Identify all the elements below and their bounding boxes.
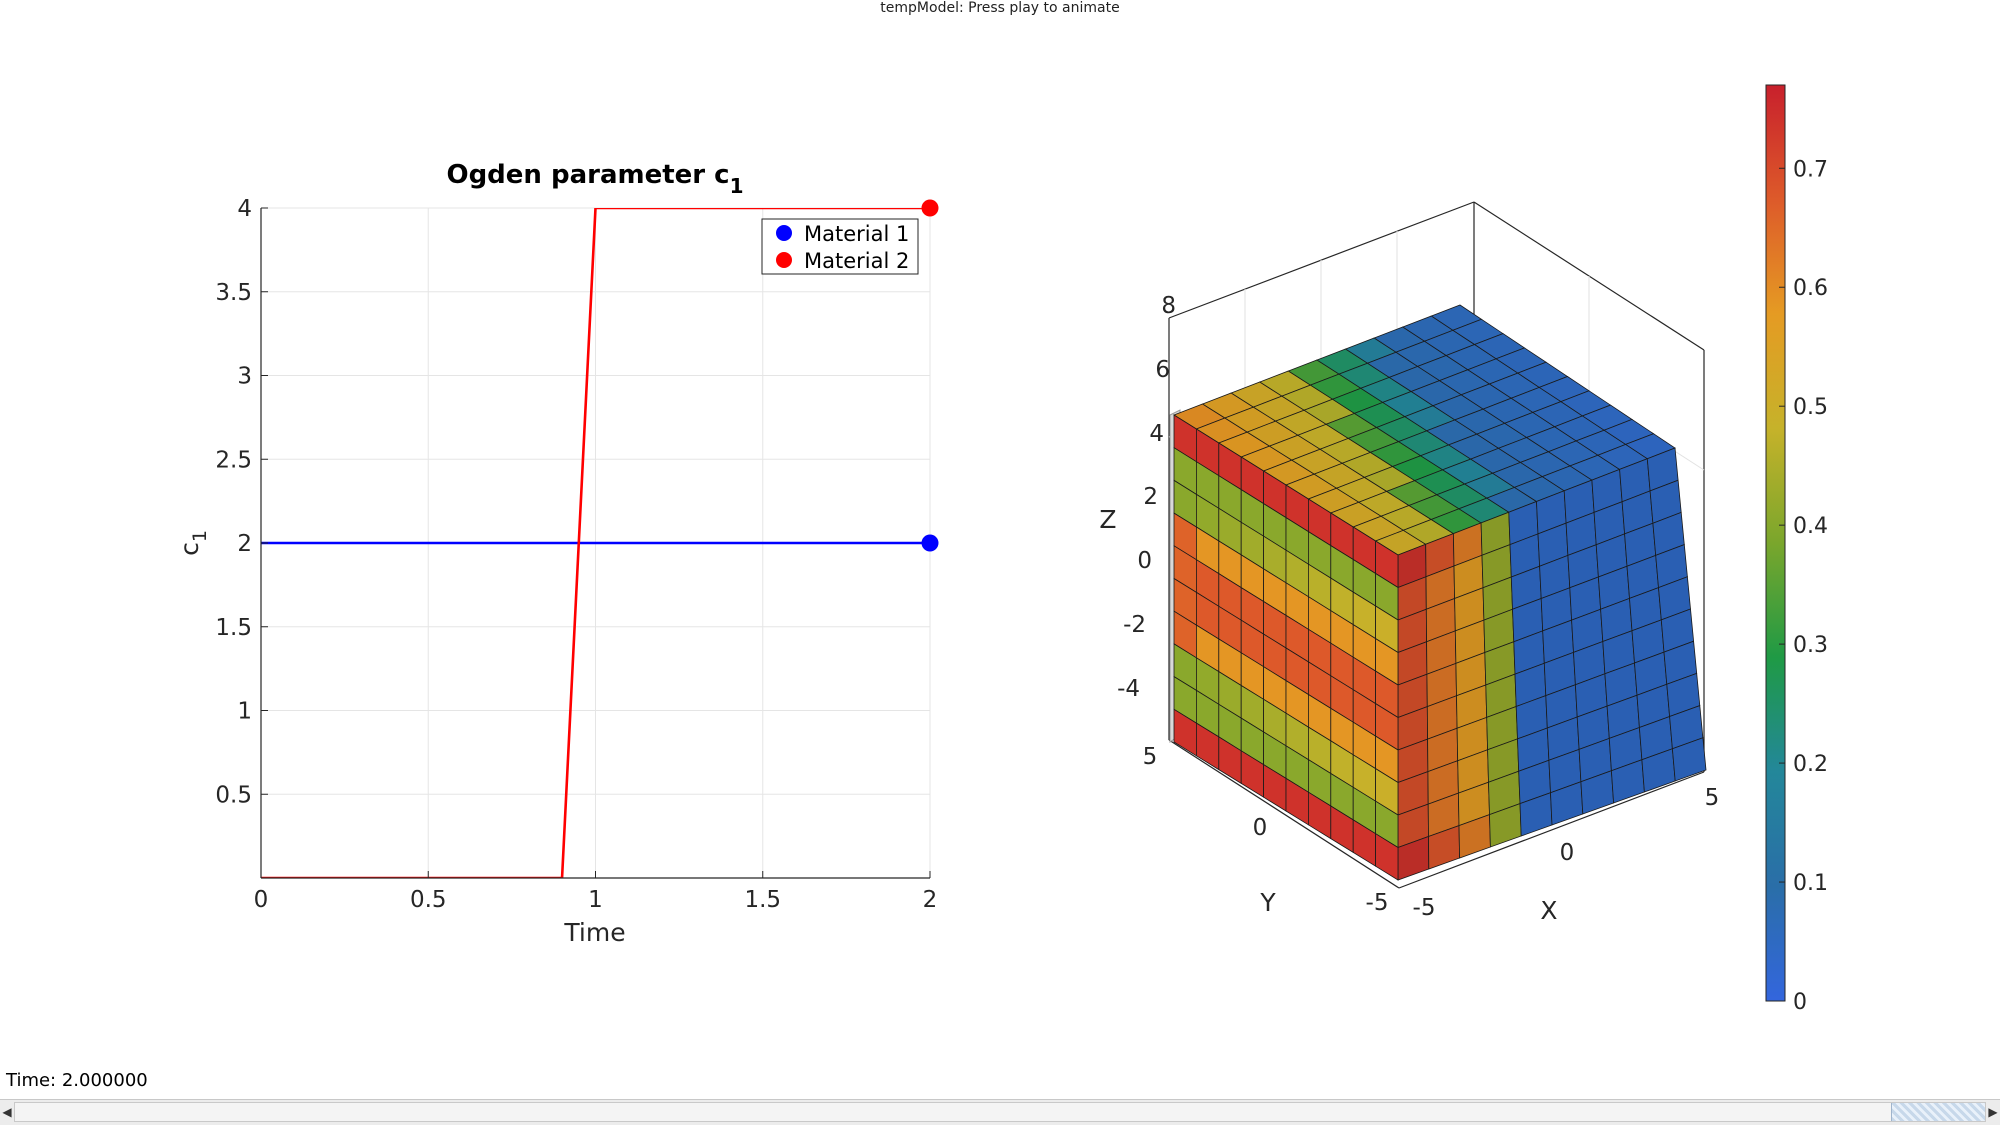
time-status-label: Time: 2.000000 (6, 1070, 148, 1091)
y-axis-label-main: c (175, 542, 204, 556)
x-axis-label: Time (563, 918, 625, 947)
x-tick-label: 1 (588, 887, 603, 913)
window-title: tempModel: Press play to animate (880, 0, 1120, 16)
y-tick-label: 0.5 (215, 782, 252, 808)
plot-title: Ogden parameter c1 (446, 160, 743, 198)
figure-canvas: 0 0.5 1 1.5 2 0.5 1 1.5 2 2.5 3 3.5 4 Ogden paramete… (175, 84, 1828, 1015)
y-tick-label-3d: -5 (1366, 890, 1389, 916)
colorbar-tick-label: 0.5 (1793, 395, 1828, 420)
plot-title-main: Ogden parameter c (446, 160, 729, 190)
y-tick-label: 3.5 (215, 280, 252, 306)
y-tick-label: 1.5 (215, 615, 252, 641)
material-2-line (261, 208, 930, 878)
series-lines (261, 208, 930, 878)
x-tick-label-3d: 5 (1705, 785, 1720, 811)
tick-labels: 0 0.5 1 1.5 2 0.5 1 1.5 2 2.5 3 3.5 4 (215, 196, 937, 913)
legend-marker-material-1 (776, 225, 792, 241)
x-tick-label-3d: 0 (1560, 840, 1575, 866)
z-tick-label: 4 (1149, 421, 1164, 447)
colorbar: 0 0.1 0.2 0.3 0.4 0.5 0.6 0.7 (1765, 84, 1828, 1015)
y-tick-label-3d: 0 (1253, 815, 1268, 841)
3d-mesh-plot: -4 -2 0 2 4 6 8 5 0 -5 -5 0 5 Z Y X (1099, 201, 1719, 925)
mesh-left-cell (1375, 832, 1399, 881)
legend-label-material-2: Material 2 (804, 249, 909, 273)
material-1-end-marker (921, 534, 939, 552)
z-tick-label: 0 (1137, 548, 1152, 574)
z-tick-label: 6 (1155, 357, 1170, 383)
y-tick-label: 4 (237, 196, 252, 222)
x-tick-label: 0 (254, 887, 269, 913)
y-tick-label-3d: 5 (1143, 744, 1158, 770)
plot-title-subscript: 1 (730, 174, 744, 198)
colorbar-tick-label: 0.3 (1793, 633, 1828, 658)
animation-scrollbar[interactable]: ◀ ▶ (0, 1099, 2000, 1125)
material-2-end-marker (921, 199, 939, 217)
c1-line-plot: 0 0.5 1 1.5 2 0.5 1 1.5 2 2.5 3 3.5 4 Ogden paramete… (175, 160, 939, 947)
mesh-left-face (1173, 414, 1399, 881)
legend[interactable]: Material 1 Material 2 (761, 218, 919, 275)
z-tick-label: -4 (1117, 676, 1140, 702)
legend-label-material-1: Material 1 (804, 222, 909, 246)
z-tick-label: -2 (1123, 612, 1146, 638)
mesh-right-cell (1671, 737, 1707, 782)
y-tick-label: 2 (237, 531, 252, 557)
x-tick-label: 1.5 (744, 887, 781, 913)
colorbar-bar (1765, 84, 1786, 1002)
colorbar-tick-label: 0 (1793, 990, 1807, 1015)
colorbar-tick-label: 0.4 (1793, 514, 1828, 539)
scroll-right-arrow-icon[interactable]: ▶ (1988, 1105, 1998, 1119)
colorbar-tick-label: 0.7 (1793, 157, 1828, 182)
colorbar-tick-label: 0.6 (1793, 276, 1828, 301)
legend-marker-material-2 (776, 252, 792, 268)
x-axis-label-3d: X (1540, 896, 1557, 925)
colorbar-tick-label: 0.2 (1793, 752, 1828, 777)
y-tick-label: 1 (237, 699, 252, 725)
colorbar-tick-labels: 0 0.1 0.2 0.3 0.4 0.5 0.6 0.7 (1779, 157, 1828, 1015)
y-axis-label-subscript: 1 (189, 530, 211, 542)
y-tick-label: 2.5 (215, 447, 252, 473)
3d-tick-labels: -4 -2 0 2 4 6 8 5 0 -5 -5 0 5 (1117, 293, 1719, 921)
scroll-track[interactable] (14, 1102, 1986, 1122)
end-markers (921, 199, 939, 552)
x-tick-label: 0.5 (410, 887, 447, 913)
colorbar-tick-label: 0.1 (1793, 871, 1828, 896)
y-tick-label: 3 (237, 364, 252, 390)
scroll-left-arrow-icon[interactable]: ◀ (2, 1105, 12, 1119)
z-tick-label: 2 (1143, 484, 1158, 510)
z-axis-label: Z (1099, 505, 1116, 534)
mesh-right-face (1397, 447, 1707, 881)
x-tick-label: 2 (923, 887, 938, 913)
x-tick-label-3d: -5 (1413, 895, 1436, 921)
y-axis-label: c1 (175, 530, 211, 556)
mesh-top-face (1173, 304, 1676, 556)
scroll-thumb[interactable] (1891, 1103, 1985, 1121)
y-axis-label-3d: Y (1259, 888, 1276, 917)
z-tick-label: 8 (1161, 293, 1176, 319)
